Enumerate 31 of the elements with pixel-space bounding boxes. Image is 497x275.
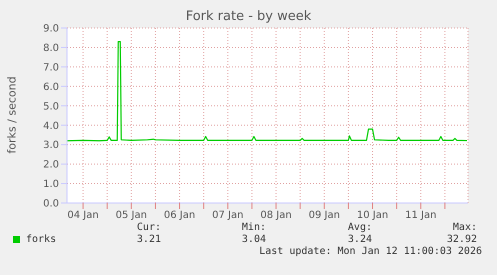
text: Last update: Mon Jan 12 11:00:03 2026 [259,246,482,257]
y-tick-label: 1.0 [43,179,59,190]
y-axis-title: forks / second [6,76,18,154]
y-tick-label: 3.0 [43,140,59,152]
text: 3.24 [348,234,372,245]
x-tick-label: 07 Jan [212,210,244,222]
y-tick-label: 9.0 [43,24,59,35]
x-tick-label: 09 Jan [308,210,340,222]
x-tick-label: 10 Jan [356,210,388,222]
text: 3.21 [136,234,161,245]
x-tick-label: 06 Jan [164,210,196,222]
x-tick-label: 05 Jan [116,210,147,222]
y-tick-label: 4.0 [43,120,59,132]
text: 32.92 [446,234,477,245]
x-tick-label: 11 Jan [405,210,436,222]
chart-title: Fork rate - by week [184,9,312,24]
legend-label: forks [26,234,56,245]
line-series [67,41,468,142]
x-tick-label: 08 Jan [260,210,292,222]
y-tick-label: 7.0 [43,62,59,74]
text: Avg: [348,222,372,233]
text: 3.04 [242,234,266,245]
x-tick-label: 04 Jan [67,210,99,222]
y-tick-label: 8.0 [43,42,59,54]
y-tick-label: 0.0 [43,198,59,210]
y-tick-label: 6.0 [43,82,59,93]
y-tick-label: 5.0 [43,101,59,112]
text: Max: [452,222,477,233]
text: Cur: [136,222,161,233]
y-tick-label: 2.0 [43,160,59,171]
text: Min: [242,222,266,233]
